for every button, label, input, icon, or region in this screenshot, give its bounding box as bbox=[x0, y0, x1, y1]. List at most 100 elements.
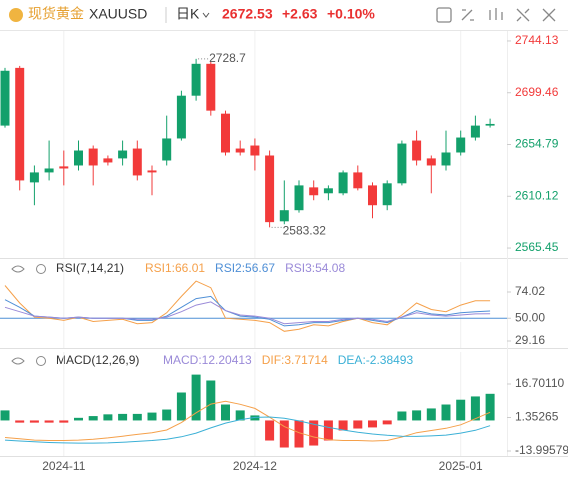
candle-body bbox=[118, 150, 128, 159]
tool-fullscreen[interactable] bbox=[516, 8, 530, 22]
indicator-line bbox=[4, 416, 491, 444]
macd-bar bbox=[221, 404, 230, 421]
candle-body bbox=[88, 148, 98, 166]
macd-bar bbox=[147, 412, 157, 421]
candle-body bbox=[206, 63, 216, 111]
y-tick-label: 50.00 bbox=[515, 310, 545, 324]
y-tick-label: 29.16 bbox=[515, 333, 545, 347]
candle-body bbox=[29, 172, 39, 183]
candle-body bbox=[15, 67, 25, 181]
indicator-line bbox=[4, 280, 491, 332]
macd-bar bbox=[235, 410, 245, 421]
asset-name: 现货黄金 bbox=[28, 6, 84, 22]
candle-body bbox=[221, 113, 230, 153]
x-tick-label: 2024-11 bbox=[42, 459, 85, 473]
candle-body bbox=[368, 185, 377, 206]
candle-body bbox=[426, 158, 436, 166]
period-caret[interactable] bbox=[202, 12, 210, 18]
toolbar bbox=[436, 7, 556, 23]
macd-bar bbox=[103, 414, 113, 421]
tool-draw[interactable] bbox=[436, 7, 452, 23]
y-tick-label: 2610.12 bbox=[515, 188, 559, 202]
macd-bar bbox=[191, 374, 201, 421]
last-price: 2672.53 bbox=[222, 6, 273, 22]
legend-entry: RSI2:56.67 bbox=[215, 261, 275, 275]
candle-body bbox=[191, 63, 201, 96]
candle-body bbox=[279, 210, 289, 222]
period[interactable]: 日K bbox=[176, 6, 200, 22]
macd-header-icons bbox=[11, 356, 46, 366]
macd-bar bbox=[74, 417, 83, 421]
candle-body bbox=[176, 95, 186, 139]
y-tick-label: 1.35265 bbox=[515, 410, 559, 424]
tool-close[interactable] bbox=[542, 8, 556, 22]
macd-bar bbox=[29, 420, 39, 423]
candle-body bbox=[353, 172, 363, 189]
macd-bar bbox=[323, 420, 333, 441]
rsi-header-icons bbox=[11, 264, 46, 274]
macd-bar bbox=[44, 420, 54, 423]
macd-bar bbox=[309, 420, 319, 446]
price-change: +2.63 bbox=[282, 6, 318, 22]
macd-bar bbox=[294, 420, 304, 448]
macd-bar bbox=[250, 415, 260, 421]
eye-icon[interactable] bbox=[11, 265, 25, 273]
macd-bar bbox=[88, 416, 98, 421]
macd-bar bbox=[279, 420, 289, 448]
tool-compare[interactable] bbox=[489, 8, 503, 20]
candle-body bbox=[309, 187, 319, 196]
gold-icon bbox=[9, 8, 23, 22]
indicator-line bbox=[4, 400, 491, 442]
indicator-line bbox=[4, 301, 491, 325]
legend-entry: RSI1:66.01 bbox=[145, 261, 205, 275]
y-tick-label: 2565.45 bbox=[515, 240, 559, 254]
candle-body bbox=[382, 183, 392, 206]
eye-icon[interactable] bbox=[11, 357, 25, 365]
y-tick-label: 2744.13 bbox=[515, 33, 559, 47]
candle-body bbox=[59, 166, 69, 169]
candle-body bbox=[250, 145, 260, 156]
y-tick-label: 2699.46 bbox=[515, 85, 559, 99]
macd-bar bbox=[132, 413, 142, 421]
candle-body bbox=[132, 148, 142, 176]
candle-body bbox=[470, 125, 480, 138]
gear-icon[interactable] bbox=[36, 264, 46, 274]
macd-bar bbox=[382, 420, 392, 425]
candle-body bbox=[323, 188, 333, 194]
y-tick-label: 74.02 bbox=[515, 284, 545, 298]
y-tick-label: 2654.79 bbox=[515, 137, 559, 151]
legend-entry: MACD:12.20413 bbox=[163, 353, 252, 367]
macd-bar bbox=[162, 409, 172, 421]
gear-icon[interactable] bbox=[36, 356, 46, 366]
macd-bar bbox=[265, 420, 275, 441]
candle-body bbox=[103, 158, 113, 163]
candle-body bbox=[147, 170, 157, 173]
macd-bar bbox=[353, 420, 363, 429]
macd-bar bbox=[470, 396, 480, 421]
candle-body bbox=[412, 140, 422, 161]
macd-bar bbox=[338, 420, 348, 431]
asset-symbol: XAUUSD bbox=[89, 6, 147, 22]
legend-entry: RSI3:54.08 bbox=[285, 261, 345, 275]
macd-title: MACD(12,26,9) bbox=[56, 353, 139, 367]
price-change-pct: +0.10% bbox=[327, 6, 375, 22]
tool-indicator[interactable] bbox=[461, 9, 474, 21]
rsi-title: RSI(7,14,21) bbox=[56, 261, 124, 275]
candle-body bbox=[397, 143, 407, 184]
candle-body bbox=[485, 123, 495, 126]
macd-bar bbox=[176, 392, 186, 421]
candle-body bbox=[441, 152, 451, 166]
legend-entry: DEA:-2.38493 bbox=[338, 353, 414, 367]
macd-bar bbox=[426, 408, 436, 421]
macd-bar bbox=[0, 410, 10, 421]
x-tick-label: 2024-12 bbox=[233, 459, 277, 473]
candle-body bbox=[456, 137, 466, 153]
y-tick-label: -13.99579 bbox=[515, 443, 568, 457]
macd-bar bbox=[456, 399, 466, 421]
candle-body bbox=[265, 155, 275, 223]
y-tick-label: 16.70110 bbox=[515, 376, 564, 390]
macd-bar bbox=[59, 420, 69, 423]
high-label: 2728.7 bbox=[209, 51, 246, 65]
